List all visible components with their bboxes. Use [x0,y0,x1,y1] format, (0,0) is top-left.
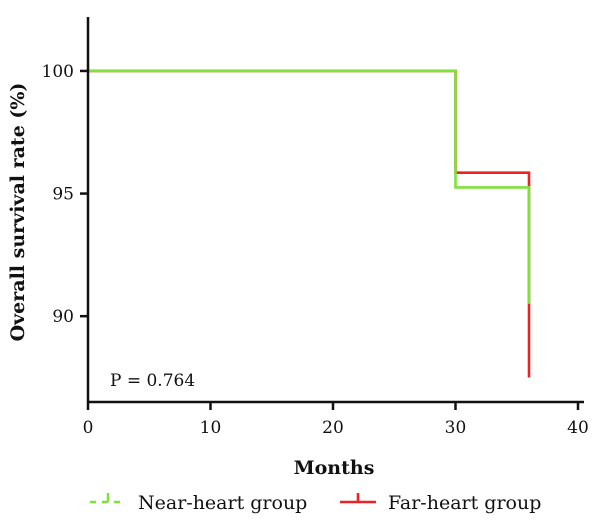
ticks-layer: 0 10 20 30 40 90 95 100 [42,62,589,438]
legend: Near-heart group Far-heart group [90,492,541,514]
x-tick-label: 10 [200,418,222,438]
p-value-annotation: P = 0.764 [110,371,195,391]
y-tick-label: 95 [52,185,74,205]
y-tick-label: 100 [42,62,74,82]
x-tick-label: 20 [322,418,344,438]
near-heart-group-line [88,69,531,304]
legend-item-near-heart-group: Near-heart group [90,492,307,514]
x-tick-label: 0 [83,418,94,438]
series-layer [88,69,531,378]
y-axis-title: Overall survival rate (%) [7,83,29,342]
legend-label: Far-heart group [388,492,541,514]
legend-label: Near-heart group [138,492,307,514]
x-tick-label: 40 [567,418,589,438]
far-heart-group-line [88,69,531,378]
x-tick-label: 30 [445,418,467,438]
y-tick-label: 90 [52,307,74,327]
x-axis-title: Months [294,457,375,479]
legend-item-far-heart-group: Far-heart group [340,492,541,514]
